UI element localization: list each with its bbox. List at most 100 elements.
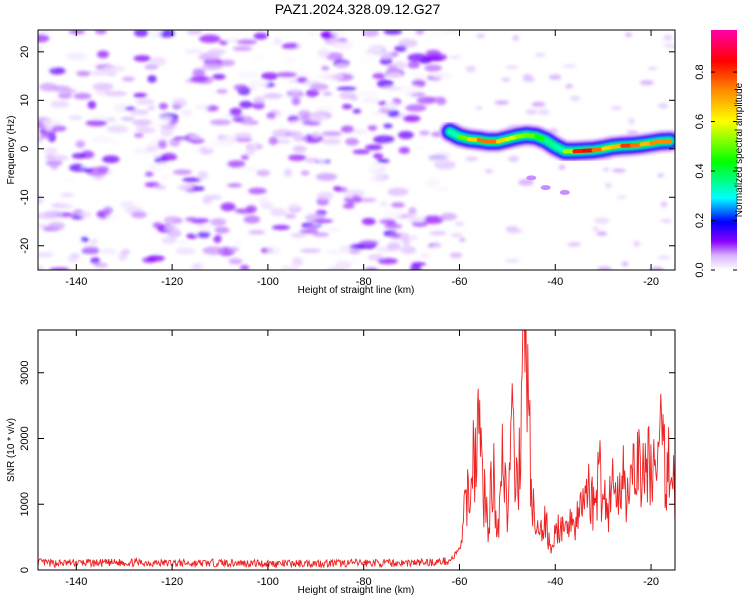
colorbar-tick-label: 0.6: [694, 114, 706, 129]
noise-blob: [415, 30, 425, 35]
noise-blob: [386, 71, 403, 78]
noise-blob: [210, 218, 227, 226]
noise-blob: [325, 249, 346, 255]
noise-blob: [266, 112, 276, 120]
noise-blob: [657, 255, 671, 260]
noise-blob: [135, 98, 156, 105]
noise-blob: [360, 68, 372, 74]
noise-blob: [372, 73, 386, 79]
noise-blob: [93, 262, 109, 268]
noise-blob: [75, 140, 86, 148]
noise-blob: [401, 40, 418, 46]
noise-blob: [525, 109, 538, 115]
noise-blob: [173, 136, 188, 141]
noise-blob: [73, 92, 92, 100]
noise-blob: [259, 118, 273, 125]
noise-blob: [92, 82, 114, 91]
noise-blob: [147, 105, 156, 111]
y-tick-label: -10: [19, 189, 31, 205]
noise-blob: [362, 163, 383, 171]
noise-blob: [57, 92, 72, 99]
noise-blob: [657, 173, 665, 178]
noise-blob: [376, 158, 390, 164]
noise-blob: [484, 169, 493, 174]
noise-blob: [50, 85, 71, 92]
x-tick-label: -20: [643, 576, 659, 588]
noise-blob: [419, 130, 430, 136]
y-tick-label: 10: [19, 94, 31, 106]
noise-blob: [625, 32, 632, 38]
noise-blob: [209, 119, 232, 126]
noise-blob: [229, 107, 243, 117]
noise-blob: [285, 84, 306, 93]
noise-blob: [160, 128, 174, 137]
noise-blob: [317, 157, 326, 164]
noise-blob: [331, 40, 354, 50]
noise-blob: [612, 168, 626, 173]
noise-blob: [44, 210, 63, 219]
noise-blob: [512, 34, 520, 42]
noise-blob: [269, 207, 287, 217]
noise-blob: [400, 85, 421, 94]
noise-blob: [296, 76, 308, 84]
noise-blob: [263, 92, 283, 99]
noise-blob: [182, 177, 202, 183]
noise-blob: [322, 91, 333, 97]
noise-blob: [68, 115, 83, 121]
x-tick-label: -100: [257, 576, 279, 588]
colorbar-tick-label: 0.0: [694, 262, 706, 277]
signal-fragment: [526, 175, 537, 181]
noise-blob: [658, 102, 669, 109]
noise-blob: [44, 147, 58, 156]
noise-blob: [107, 125, 129, 133]
noise-blob: [93, 195, 112, 202]
noise-blob: [80, 236, 90, 243]
noise-blob: [292, 145, 307, 153]
y-tick-label: 3000: [19, 360, 31, 384]
noise-blob: [548, 74, 562, 80]
noise-blob: [298, 110, 311, 118]
noise-blob: [429, 230, 447, 236]
noise-blob: [518, 179, 534, 186]
noise-blob: [400, 245, 417, 255]
chart-title: PAZ1.2024.328.09.12.G27: [274, 1, 441, 17]
noise-blob: [102, 65, 125, 73]
noise-blob: [300, 170, 310, 176]
x-tick-label: -140: [65, 276, 87, 288]
noise-blob: [132, 119, 154, 127]
noise-blob: [424, 64, 442, 72]
noise-blob: [361, 217, 376, 226]
y-tick-label: 0: [19, 146, 31, 152]
noise-blob: [242, 115, 254, 124]
noise-blob: [320, 137, 342, 145]
noise-blob: [594, 217, 610, 225]
noise-blob: [197, 231, 211, 238]
noise-blob: [202, 196, 213, 205]
noise-blob: [95, 30, 107, 35]
noise-blob: [501, 77, 511, 82]
noise-blob: [340, 125, 354, 133]
snr-x-label: Height of straight line (km): [298, 585, 415, 596]
noise-blob: [228, 258, 243, 265]
noise-blob: [352, 108, 362, 114]
noise-blob: [352, 149, 371, 155]
x-tick-label: -60: [452, 576, 468, 588]
noise-blob: [45, 159, 63, 167]
noise-blob: [225, 38, 240, 43]
noise-blob: [157, 139, 167, 149]
noise-blob: [188, 134, 202, 141]
noise-blob: [103, 206, 114, 215]
noise-blob: [228, 246, 240, 252]
noise-blob: [380, 51, 393, 59]
noise-blob: [220, 202, 236, 212]
noise-blob: [397, 130, 414, 140]
noise-blob: [90, 114, 109, 120]
noise-blob: [388, 233, 402, 238]
noise-blob: [146, 142, 162, 152]
x-tick-label: -20: [643, 276, 659, 288]
noise-blob: [359, 239, 380, 246]
noise-blob: [240, 154, 250, 160]
noise-blob: [262, 123, 273, 132]
noise-blob: [271, 224, 291, 231]
